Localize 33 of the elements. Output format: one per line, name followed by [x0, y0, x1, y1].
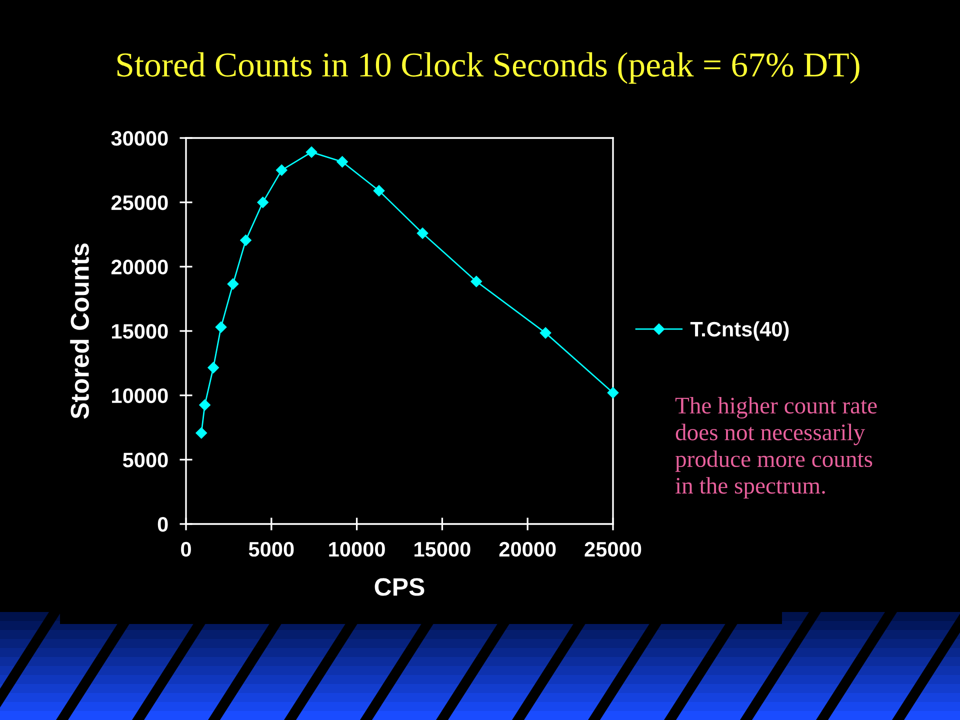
- point: [240, 234, 252, 246]
- chart-title: Stored Counts in 10 Clock Seconds (peak = 67% DT): [117, 52, 860, 84]
- y-tick-label: 15000: [112, 324, 168, 339]
- point: [195, 427, 208, 439]
- point: [416, 227, 428, 240]
- point: [256, 196, 269, 208]
- text: The higher count rate does not necessarily produce more counts in the spectrum.: [675, 397, 877, 499]
- y-tick-label: 25000: [111, 195, 168, 210]
- x-tick-label: 25000: [584, 542, 642, 557]
- x-tick-label: 15000: [414, 542, 470, 557]
- point: [198, 399, 211, 411]
- point: [470, 276, 482, 288]
- y-tick-label: 30000: [111, 131, 168, 146]
- point: [540, 327, 552, 339]
- point: [215, 321, 227, 334]
- point: [276, 164, 288, 176]
- legend-label: T.Cnts(40): [690, 321, 789, 341]
- x-tick-label: 0: [181, 542, 191, 557]
- y-tick-label: 0: [158, 517, 168, 532]
- point: [607, 386, 619, 399]
- x-tick-label: 20000: [499, 542, 556, 557]
- point: [373, 184, 385, 197]
- point: [207, 362, 220, 374]
- y-tick-label: 20000: [111, 260, 168, 274]
- y-tick-label: 10000: [112, 388, 168, 404]
- x-tick-label: 10000: [329, 542, 385, 557]
- x-tick-label: 5000: [248, 542, 294, 557]
- point: [227, 278, 239, 290]
- x-axis-title: CPS: [374, 578, 424, 596]
- point: [306, 146, 318, 158]
- point: [336, 156, 348, 168]
- y-tick-label: 5000: [122, 452, 168, 468]
- y-axis-title: Stored Counts: [70, 244, 89, 419]
